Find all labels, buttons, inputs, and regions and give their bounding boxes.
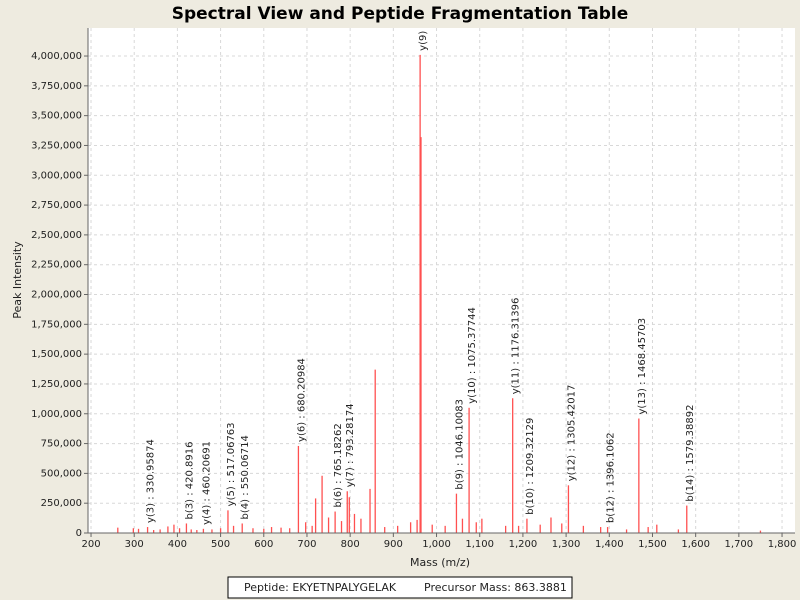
precursor-label: Precursor Mass: 863.3881 <box>424 581 567 594</box>
x-tick-label: 600 <box>254 539 273 550</box>
peak-annotation: y(6) : 680.20984 <box>296 358 307 442</box>
x-tick-label: 1,200 <box>509 539 538 550</box>
y-tick-label: 500,000 <box>41 468 82 479</box>
x-tick-label: 1,500 <box>638 539 667 550</box>
x-tick-label: 1,800 <box>768 539 797 550</box>
x-tick-label: 500 <box>211 539 230 550</box>
y-tick-label: 2,500,000 <box>31 230 82 241</box>
peak-annotation: b(3) : 420.8916 <box>184 441 195 519</box>
x-tick-label: 1,400 <box>595 539 624 550</box>
plot-area <box>88 28 795 533</box>
x-axis-label: Mass (m/z) <box>410 556 470 569</box>
x-tick-label: 200 <box>81 539 100 550</box>
y-tick-label: 0 <box>76 528 82 539</box>
x-tick-label: 900 <box>384 539 403 550</box>
peak-annotation: y(13) : 1468.45703 <box>637 318 648 415</box>
grid <box>88 28 795 534</box>
x-tick-label: 400 <box>168 539 187 550</box>
peak-annotation: b(14) : 1579.38892 <box>685 405 696 502</box>
peak-annotation: b(10) : 1209.32129 <box>525 418 536 515</box>
y-tick-label: 3,500,000 <box>31 111 82 122</box>
y-tick-label: 1,750,000 <box>31 319 82 330</box>
peak-annotation: y(5) : 517.06763 <box>226 422 237 506</box>
peak-annotation: y(11) : 1176.31396 <box>511 298 522 395</box>
annotations: y(3) : 330.95874 b(3) : 420.8916 y(4) : 46… <box>146 24 696 525</box>
y-tick-label: 4,000,000 <box>31 51 82 62</box>
peak-annotation: y(10) : 1075.37744 <box>467 307 478 404</box>
y-tick-label: 1,000,000 <box>31 409 82 420</box>
x-tick-label: 300 <box>125 539 144 550</box>
y-tick-label: 250,000 <box>41 498 82 509</box>
y-tick-label: 2,250,000 <box>31 260 82 271</box>
y-tick-label: 1,250,000 <box>31 379 82 390</box>
y-tick-label: 2,000,000 <box>31 290 82 301</box>
peptide-label: Peptide: EKYETNPALYGELAK <box>244 581 397 594</box>
footer-box <box>227 576 573 599</box>
peak-annotation: y(9) : <box>418 24 429 51</box>
y-tick-label: 1,500,000 <box>31 349 82 360</box>
peak-annotation: y(4) : 460.20691 <box>201 441 212 525</box>
peak-annotation: y(7) : 793.28174 <box>345 403 356 487</box>
x-tick-label: 700 <box>297 539 316 550</box>
y-tick-label: 2,750,000 <box>31 200 82 211</box>
chart-title: Spectral View and Peptide Fragmentation … <box>172 4 629 24</box>
x-tick-label: 1,700 <box>725 539 754 550</box>
peak-annotation: b(6) : 765.18262 <box>333 423 344 507</box>
peak-annotation: b(12) : 1396.1062 <box>606 432 617 523</box>
peak-annotation: y(3) : 330.95874 <box>146 439 157 523</box>
x-tick-label: 800 <box>341 539 360 550</box>
y-axis-label: Peak Intensity <box>11 241 24 319</box>
x-tick-label: 1,300 <box>552 539 581 550</box>
x-tick-label: 1,600 <box>681 539 710 550</box>
y-tick-label: 3,000,000 <box>31 170 82 181</box>
peak-annotation: y(12) : 1305.42017 <box>566 385 577 482</box>
y-tick-label: 3,750,000 <box>31 81 82 92</box>
peaks <box>117 54 762 533</box>
x-tick-label: 1,100 <box>465 539 494 550</box>
y-tick-label: 750,000 <box>41 439 82 450</box>
peak-annotation: b(9) : 1046.10083 <box>454 399 465 490</box>
peak-annotation: b(4) : 550.06714 <box>240 435 251 519</box>
x-tick-label: 1,000 <box>422 539 451 550</box>
axes: 0 250,000 500,000 750,000 1,000,000 1,250,000… <box>31 28 796 550</box>
y-tick-label: 3,250,000 <box>31 140 82 151</box>
